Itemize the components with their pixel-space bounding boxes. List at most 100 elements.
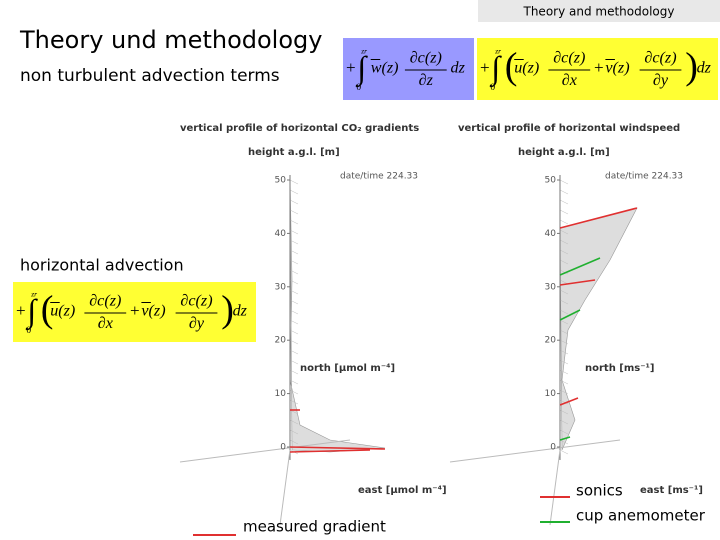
paren: ( bbox=[505, 46, 518, 88]
hatch bbox=[559, 209, 569, 215]
profile-area bbox=[289, 174, 386, 453]
profile-line bbox=[559, 436, 571, 441]
profile-line bbox=[559, 397, 579, 406]
formula-sign: + bbox=[130, 301, 140, 320]
legend-label: sonics bbox=[576, 482, 623, 500]
section-label: horizontal advection bbox=[20, 256, 184, 275]
plot-title: vertical profile of horizontal windspeed bbox=[458, 123, 680, 134]
axis bbox=[179, 439, 351, 463]
legend-label: measured gradient bbox=[243, 518, 386, 536]
formula-box bbox=[477, 38, 718, 100]
formula-sign: + bbox=[346, 58, 356, 77]
legend-label: cup anemometer bbox=[576, 507, 706, 525]
hatch bbox=[289, 369, 299, 375]
y-tick-label: 30 bbox=[545, 282, 557, 292]
profile-line bbox=[559, 207, 638, 229]
formula-box bbox=[13, 282, 256, 342]
hatch bbox=[289, 279, 299, 285]
hatch bbox=[559, 419, 569, 425]
formula-lower: 0 bbox=[356, 83, 361, 93]
hatch bbox=[289, 349, 299, 355]
hatch bbox=[559, 309, 569, 315]
formula-num: ∂c(z) bbox=[644, 49, 676, 66]
formula-num: ∂c(z) bbox=[89, 292, 121, 309]
formula-integral: ∫ bbox=[355, 49, 368, 87]
hatch bbox=[559, 189, 569, 195]
hatch bbox=[559, 369, 569, 375]
header-tab bbox=[478, 0, 720, 22]
hatch bbox=[559, 239, 569, 245]
formula-den: ∂z bbox=[419, 72, 434, 89]
formula-factor: v(z) bbox=[605, 60, 629, 77]
hatch bbox=[289, 389, 299, 395]
y-tick-label: 20 bbox=[545, 336, 557, 346]
hatch bbox=[559, 449, 569, 455]
formula-tail: dz bbox=[697, 60, 712, 77]
hatch bbox=[559, 319, 569, 325]
paren: ) bbox=[685, 46, 698, 88]
y-tick-label: 0 bbox=[280, 443, 286, 453]
hatch bbox=[559, 349, 569, 355]
formula-sign: + bbox=[16, 301, 26, 320]
y-tick-label: 40 bbox=[545, 229, 557, 239]
hatch bbox=[559, 219, 569, 225]
formula-num: ∂c(z) bbox=[553, 49, 585, 66]
hatch bbox=[559, 339, 569, 345]
hatch bbox=[289, 309, 299, 315]
plots: vertical profile of horizontal CO₂ gradi… bbox=[179, 123, 703, 526]
hatch bbox=[289, 299, 299, 305]
hatch bbox=[289, 419, 299, 425]
hatch bbox=[289, 219, 299, 225]
formula-sign: + bbox=[480, 58, 490, 77]
formula-factor: u(z) bbox=[50, 303, 75, 320]
profile-line bbox=[559, 257, 601, 276]
formula-factor: v(z) bbox=[141, 303, 165, 320]
y-tick-label: 50 bbox=[545, 176, 557, 186]
formula-lower: 0 bbox=[490, 83, 495, 93]
hatch bbox=[559, 229, 569, 235]
slide-subtitle: non turbulent advection terms bbox=[20, 66, 280, 86]
hatch bbox=[559, 429, 569, 435]
formula-sign: + bbox=[594, 58, 604, 77]
y-tick-label: 50 bbox=[275, 176, 287, 186]
hatch bbox=[289, 339, 299, 345]
hatch bbox=[559, 359, 569, 365]
hatch bbox=[559, 409, 569, 415]
profile-line bbox=[559, 279, 596, 286]
hatch bbox=[289, 179, 299, 185]
plot-east: east [ms⁻¹] bbox=[640, 485, 703, 496]
hatch bbox=[289, 319, 299, 325]
plot-ylabel: height a.g.l. [m] bbox=[248, 147, 340, 158]
hatch bbox=[289, 259, 299, 265]
y-tick-label: 10 bbox=[545, 389, 557, 399]
axis bbox=[279, 449, 291, 526]
hatch bbox=[559, 379, 569, 385]
plot-ylabel: height a.g.l. [m] bbox=[518, 147, 610, 158]
hatch bbox=[559, 299, 569, 305]
plot-east: east [μmol m⁻⁴] bbox=[358, 485, 447, 496]
formula-factor: u(z) bbox=[514, 60, 539, 77]
y-tick-label: 0 bbox=[550, 443, 556, 453]
y-tick-label: 40 bbox=[275, 229, 287, 239]
paren: ( bbox=[41, 289, 54, 331]
hatch bbox=[289, 209, 299, 215]
hatch bbox=[289, 239, 299, 245]
formula-tail: dz bbox=[233, 303, 248, 320]
hatch bbox=[559, 179, 569, 185]
hatch bbox=[289, 439, 299, 445]
hatch bbox=[289, 359, 299, 365]
plot-north: north [ms⁻¹] bbox=[585, 363, 654, 374]
formula-factor: w(z) bbox=[371, 60, 399, 77]
hatch bbox=[559, 399, 569, 405]
paren: ) bbox=[221, 289, 234, 331]
formula-box bbox=[343, 38, 474, 100]
formula-num: ∂c(z) bbox=[180, 292, 212, 309]
formula-den: ∂y bbox=[189, 315, 205, 332]
formula-lower: 0 bbox=[26, 326, 31, 336]
hatch bbox=[289, 249, 299, 255]
formula-integral: ∫ bbox=[489, 49, 502, 87]
hatch bbox=[289, 399, 299, 405]
plot-title: vertical profile of horizontal CO₂ gradi… bbox=[180, 123, 419, 134]
profile-line bbox=[289, 449, 371, 453]
